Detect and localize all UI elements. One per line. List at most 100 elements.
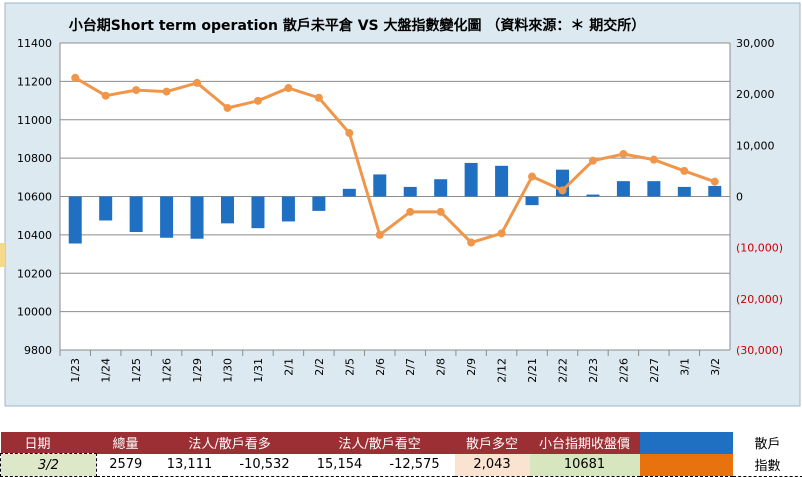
right-tick-label: 20,000: [736, 88, 775, 101]
line-point: [680, 166, 689, 175]
bar: [434, 179, 448, 197]
x-axis-labels: 1/23 1/24 1/25 1/26 1/29 1/30 1/31 2/1 2/2 2/5 2/6…: [59, 350, 722, 383]
right-tick-label: (10,000): [736, 242, 783, 255]
left-tick-label: 10800: [17, 152, 52, 165]
x-tick-label: 1/23: [69, 358, 82, 383]
header-close: 小台指期收盤價: [529, 432, 640, 454]
left-tick-label: 10400: [17, 229, 52, 242]
line-point: [528, 172, 537, 181]
left-tick-label: 10000: [17, 306, 52, 319]
x-tick-label: 2/12: [496, 358, 509, 383]
cell-long-inst[interactable]: 13,111: [154, 453, 225, 477]
x-tick-label: 2/21: [526, 358, 539, 383]
line-point: [710, 177, 719, 186]
x-tick-label: 1/29: [191, 358, 204, 383]
bar: [190, 196, 204, 239]
right-tick-label: (30,000): [736, 344, 783, 357]
x-tick-label: 1/30: [222, 358, 235, 383]
line-point: [345, 129, 354, 138]
right-tick-label: 30,000: [736, 37, 775, 50]
cell-short-inst[interactable]: 15,154: [304, 453, 375, 477]
x-tick-label: 1/26: [161, 358, 174, 383]
line-point: [162, 87, 171, 96]
x-tick-label: 1/25: [130, 358, 143, 383]
table-header-row: 日期 總量 法人/散戶看多 法人/散戶看空 散戶多空 小台指期收盤價 散戶: [0, 432, 802, 454]
header-short: 法人/散戶看空: [304, 432, 455, 454]
line-point: [436, 207, 445, 216]
bar: [708, 185, 722, 197]
cell-short-retail[interactable]: -12,575: [374, 453, 455, 477]
table-row: 3/2 2579 13,111 -10,532 15,154 -12,575 2…: [0, 453, 802, 477]
line-point: [588, 156, 597, 165]
x-tick-label: 3/1: [678, 358, 691, 376]
series-line: [74, 76, 716, 245]
x-tick-label: 2/9: [465, 358, 478, 376]
gridlines: [59, 42, 731, 351]
x-tick-label: 2/26: [617, 358, 630, 383]
left-tick-label: 11000: [17, 114, 52, 127]
line-series: [71, 73, 719, 247]
x-tick-label: 2/5: [343, 358, 356, 376]
bar: [281, 196, 295, 222]
left-tick-label: 11400: [17, 37, 52, 50]
x-tick-label: 2/23: [587, 358, 600, 383]
line-point: [497, 229, 506, 238]
bar: [616, 181, 630, 197]
bar-series: [68, 162, 722, 244]
x-tick-label: 2/27: [648, 358, 661, 383]
bar: [160, 196, 174, 238]
bar: [129, 196, 143, 232]
cell-retail-net[interactable]: 2,043: [454, 453, 530, 477]
bar: [525, 196, 539, 206]
x-tick-label: 1/31: [252, 358, 265, 383]
right-tick-label: 10,000: [736, 139, 775, 152]
right-tick-label: (20,000): [736, 293, 783, 306]
line-point: [314, 93, 323, 102]
legend-swatch-index: [639, 453, 733, 477]
line-point: [223, 103, 232, 112]
bar: [495, 165, 509, 197]
bar: [373, 174, 387, 197]
bar: [99, 196, 113, 221]
left-tick-label: 9800: [24, 344, 52, 357]
line-point: [558, 186, 567, 195]
chart-area: 小台期Short term operation 散戶未平倉 VS 大盤指數變化圖…: [0, 2, 801, 407]
header-retail-net: 散戶多空: [454, 432, 530, 454]
x-tick-label: 2/6: [374, 358, 387, 376]
bar: [464, 162, 478, 197]
cell-date[interactable]: 3/2: [0, 453, 97, 477]
legend-label-index: 指數: [732, 453, 802, 477]
bar: [677, 186, 691, 197]
x-tick-label: 2/2: [313, 358, 326, 376]
header-total: 總量: [96, 432, 155, 454]
bar: [586, 194, 600, 197]
line-point: [649, 155, 658, 164]
data-table: 日期 總量 法人/散戶看多 法人/散戶看空 散戶多空 小台指期收盤價 散戶 3/…: [0, 432, 802, 477]
x-tick-label: 1/24: [100, 358, 113, 383]
line-point: [253, 96, 262, 105]
left-tick-label: 10200: [17, 267, 52, 280]
line-point: [193, 78, 202, 87]
cell-close[interactable]: 10681: [529, 453, 640, 477]
line-point: [375, 230, 384, 239]
line-point: [71, 73, 80, 82]
bar: [647, 181, 661, 197]
line-point: [406, 207, 415, 216]
right-axis: (30,000) (20,000) (10,000) 0 10,000 20,000 30,…: [736, 37, 783, 357]
legend-label-retail: 散戶: [732, 432, 802, 454]
cell-long-retail[interactable]: -10,532: [224, 453, 305, 477]
line-point: [619, 150, 628, 159]
x-tick-label: 2/7: [404, 358, 417, 376]
line-point: [101, 91, 110, 100]
line-point: [132, 86, 141, 95]
legend-swatch-retail: [639, 432, 733, 454]
header-date: 日期: [0, 432, 97, 454]
bar: [68, 196, 82, 244]
bar: [251, 196, 265, 229]
cell-total[interactable]: 2579: [96, 453, 155, 477]
header-long: 法人/散戶看多: [154, 432, 305, 454]
line-point: [284, 84, 293, 93]
line-point: [467, 238, 476, 247]
bar: [342, 188, 356, 197]
sheet-cell-fragment: [0, 243, 5, 267]
